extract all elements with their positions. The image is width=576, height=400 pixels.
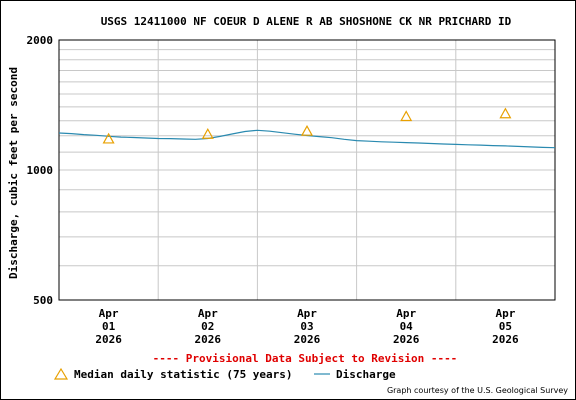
- y-tick-labels: 500 1000 2000: [27, 34, 54, 307]
- x-tick-label: 04: [400, 320, 414, 333]
- x-tick-label: Apr: [495, 307, 515, 320]
- median-marker: [499, 107, 512, 119]
- series-layer: [58, 107, 556, 149]
- plot-area: [58, 39, 556, 301]
- x-tick-label: 05: [499, 320, 512, 333]
- x-tick-label: 2026: [294, 333, 321, 346]
- discharge-series-line: [58, 129, 556, 149]
- provisional-notice: ---- Provisional Data Subject to Revisio…: [153, 352, 458, 365]
- x-tick-label: 02: [201, 320, 214, 333]
- y-tick-label: 500: [33, 294, 53, 307]
- y-tick-label: 2000: [27, 34, 54, 47]
- median-marker: [400, 110, 413, 122]
- x-tick-label: 2026: [393, 333, 420, 346]
- legend: Median daily statistic (75 years) Discha…: [53, 367, 396, 381]
- x-tick-label: 2026: [95, 333, 122, 346]
- x-tick-label: Apr: [99, 307, 119, 320]
- x-tick-label: 03: [300, 320, 313, 333]
- x-tick-label: Apr: [198, 307, 218, 320]
- y-tick-label: 1000: [27, 164, 54, 177]
- grid: [59, 40, 555, 300]
- median-marker: [300, 124, 314, 136]
- x-tick-label: 2026: [195, 333, 222, 346]
- credit-text: Graph courtesy of the U.S. Geological Su…: [387, 386, 568, 395]
- legend-median-marker: [53, 367, 69, 380]
- x-tick-label: Apr: [297, 307, 317, 320]
- legend-median-label: Median daily statistic (75 years): [74, 368, 293, 381]
- x-tick-label: 01: [102, 320, 116, 333]
- x-tick-labels: Apr012026Apr022026Apr032026Apr042026Apr0…: [95, 307, 519, 346]
- legend-discharge-label: Discharge: [336, 368, 396, 381]
- chart-title: USGS 12411000 NF COEUR D ALENE R AB SHOS…: [101, 15, 512, 28]
- median-marker: [201, 128, 214, 139]
- x-tick-label: 2026: [492, 333, 519, 346]
- y-axis-label: Discharge, cubic feet per second: [7, 67, 20, 279]
- median-marker: [102, 132, 115, 144]
- x-tick-label: Apr: [396, 307, 416, 320]
